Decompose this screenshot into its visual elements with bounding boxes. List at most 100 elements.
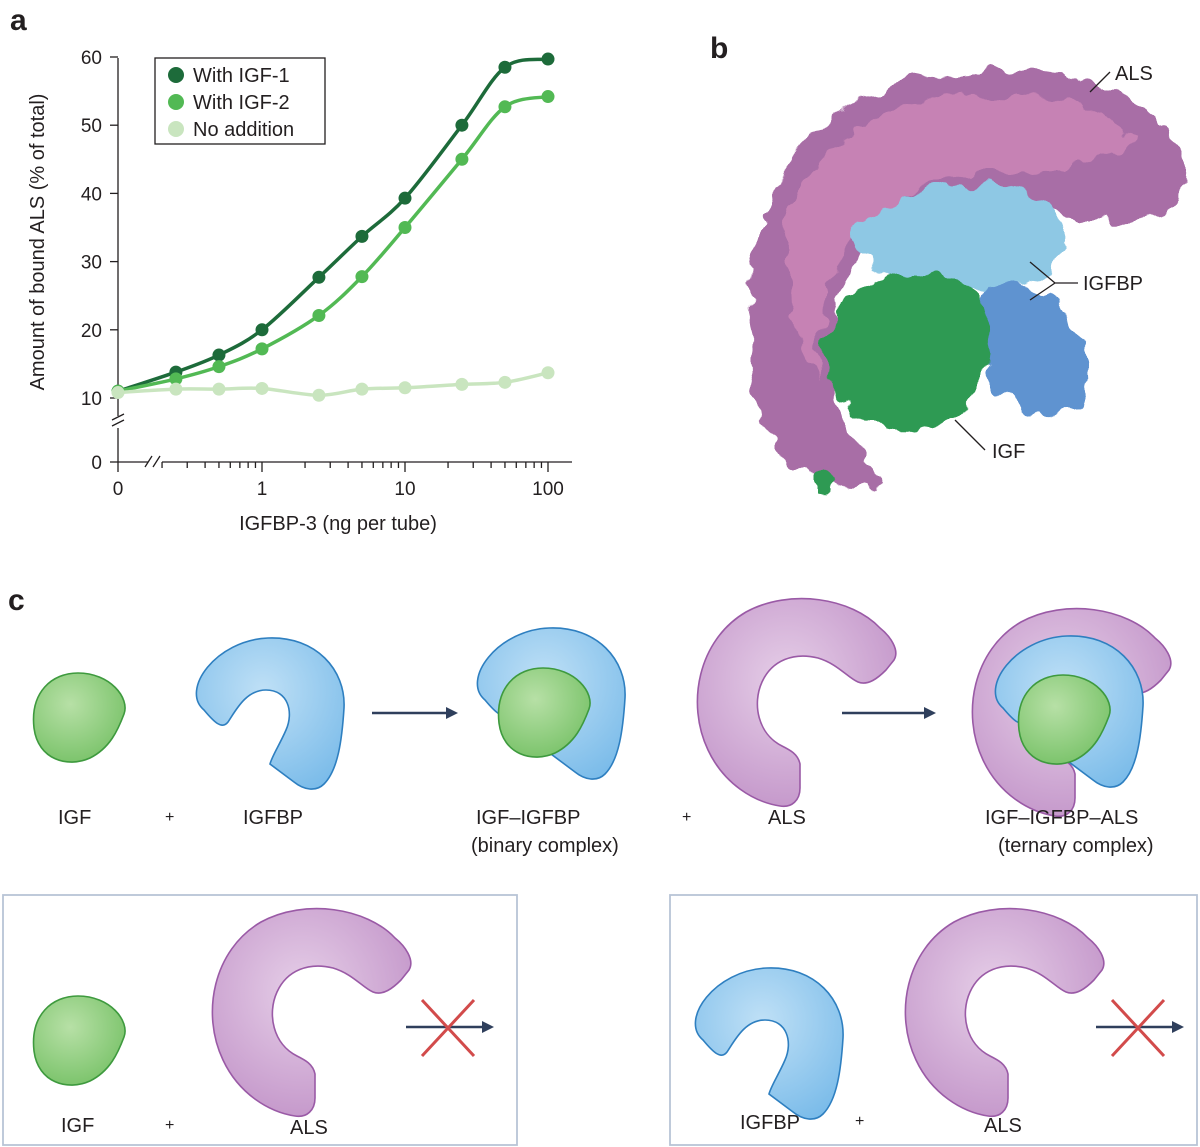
x-tick-label: 100 xyxy=(532,479,564,500)
box1-arrow-head xyxy=(482,1021,494,1033)
arrow-head-1 xyxy=(446,707,458,719)
box2-cross-icon xyxy=(1110,998,1166,1058)
igf-structure-label: IGF xyxy=(992,441,1025,463)
box1-plus: + xyxy=(165,1117,174,1134)
box1-als-label: ALS xyxy=(290,1117,328,1139)
y-tick-label: 10 xyxy=(81,389,102,410)
data-point xyxy=(455,377,469,391)
box2-igfbp-label: IGFBP xyxy=(740,1112,800,1134)
box2-igfbp-shape xyxy=(694,967,844,1120)
no-binding-box-igf-als: IGF + ALS xyxy=(2,894,518,1146)
igf-density-tail xyxy=(815,472,837,496)
binary-complex-shape xyxy=(476,627,626,780)
y-axis-title: Amount of bound ALS (% of total) xyxy=(27,94,49,391)
data-point xyxy=(498,60,512,74)
y-tick-label: 0 xyxy=(91,453,102,474)
data-point xyxy=(398,381,412,395)
x-tick-label: 1 xyxy=(257,479,268,500)
als-density-highlight xyxy=(787,94,1140,380)
data-point xyxy=(541,52,555,66)
y-tick-label: 60 xyxy=(81,48,102,69)
box2-als-label: ALS xyxy=(984,1115,1022,1137)
data-point xyxy=(398,191,412,205)
data-point xyxy=(355,229,369,243)
panel-label-b: b xyxy=(710,32,728,65)
igf-leader-line xyxy=(954,419,986,451)
series-line xyxy=(117,94,549,393)
ternary-complex-name: IGF–IGFBP–ALS xyxy=(985,807,1138,829)
data-point xyxy=(398,221,412,234)
data-point xyxy=(212,348,226,362)
panel-label-a: a xyxy=(10,4,27,37)
legend-label: With IGF-2 xyxy=(193,92,290,114)
igfbp-leader-line xyxy=(1029,261,1078,301)
series-line xyxy=(117,57,549,393)
box1-igf-label: IGF xyxy=(61,1115,94,1137)
plus-2: + xyxy=(682,809,691,826)
igf-density xyxy=(824,273,990,432)
x-tick-label: 10 xyxy=(394,479,415,500)
box2-plus: + xyxy=(855,1113,864,1130)
box2-als-shape xyxy=(904,907,1105,1118)
igfbp-structure-label: IGFBP xyxy=(1083,273,1143,295)
binding-chart: 0 10 20 30 40 50 60 0 1 10 100 IGFBP-3 (ng per tube… xyxy=(27,48,572,535)
data-point xyxy=(355,382,369,396)
x-axis-title: IGFBP-3 (ng per tube) xyxy=(239,513,437,535)
cryo-em-structure: ALS IGFBP IGF xyxy=(748,63,1189,496)
data-point xyxy=(255,342,269,356)
data-point xyxy=(255,323,269,337)
data-point xyxy=(312,388,326,402)
legend-marker xyxy=(168,121,184,137)
x-axis-break xyxy=(144,455,161,468)
legend-marker xyxy=(168,94,184,110)
series-line xyxy=(117,371,549,398)
y-tick-label: 30 xyxy=(81,253,102,274)
y-axis-break xyxy=(111,413,125,427)
data-point xyxy=(169,372,183,386)
scheme-row: IGF + IGFBP IGF–IGFBP (binary complex) +… xyxy=(32,597,1172,857)
box1-cross-icon xyxy=(420,998,476,1058)
data-point xyxy=(541,366,555,380)
igf-shape xyxy=(32,672,126,763)
y-tick-label: 20 xyxy=(81,321,102,342)
data-point xyxy=(498,375,512,389)
igfbp-density-light xyxy=(852,184,1066,292)
data-point xyxy=(498,100,512,114)
box2-arrow-head xyxy=(1172,1021,1184,1033)
no-binding-box-igfbp-als: IGFBP + ALS xyxy=(669,894,1198,1146)
als-structure-label: ALS xyxy=(1115,63,1153,85)
ternary-complex-shape xyxy=(971,607,1172,818)
igfbp-shape xyxy=(195,637,345,790)
data-point xyxy=(212,382,226,396)
legend-marker xyxy=(168,67,184,83)
data-point xyxy=(255,381,269,395)
panel-label-c: c xyxy=(8,584,25,617)
legend-label: No addition xyxy=(193,119,294,141)
data-point xyxy=(455,152,469,166)
data-point xyxy=(541,90,555,104)
binary-complex-note: (binary complex) xyxy=(471,835,619,857)
box1-als-shape xyxy=(211,907,412,1118)
data-point xyxy=(169,382,183,396)
als-label: ALS xyxy=(768,807,806,829)
igf-label: IGF xyxy=(58,807,91,829)
y-tick-label: 40 xyxy=(81,184,102,205)
als-leader-line xyxy=(1089,71,1111,93)
igfbp-density-dark xyxy=(979,282,1089,417)
binary-complex-name: IGF–IGFBP xyxy=(476,807,580,829)
data-point xyxy=(312,308,326,322)
data-point xyxy=(455,118,469,132)
arrow-head-2 xyxy=(924,707,936,719)
x-tick-label: 0 xyxy=(113,479,124,500)
data-point xyxy=(111,386,125,400)
y-tick-label: 50 xyxy=(81,116,102,137)
box1-igf-shape xyxy=(32,995,126,1086)
plus-1: + xyxy=(165,809,174,826)
als-shape xyxy=(696,597,897,808)
data-point xyxy=(212,360,226,374)
ternary-complex-note: (ternary complex) xyxy=(998,835,1154,857)
data-point xyxy=(355,270,369,284)
legend-label: With IGF-1 xyxy=(193,65,290,87)
data-point xyxy=(312,270,326,284)
